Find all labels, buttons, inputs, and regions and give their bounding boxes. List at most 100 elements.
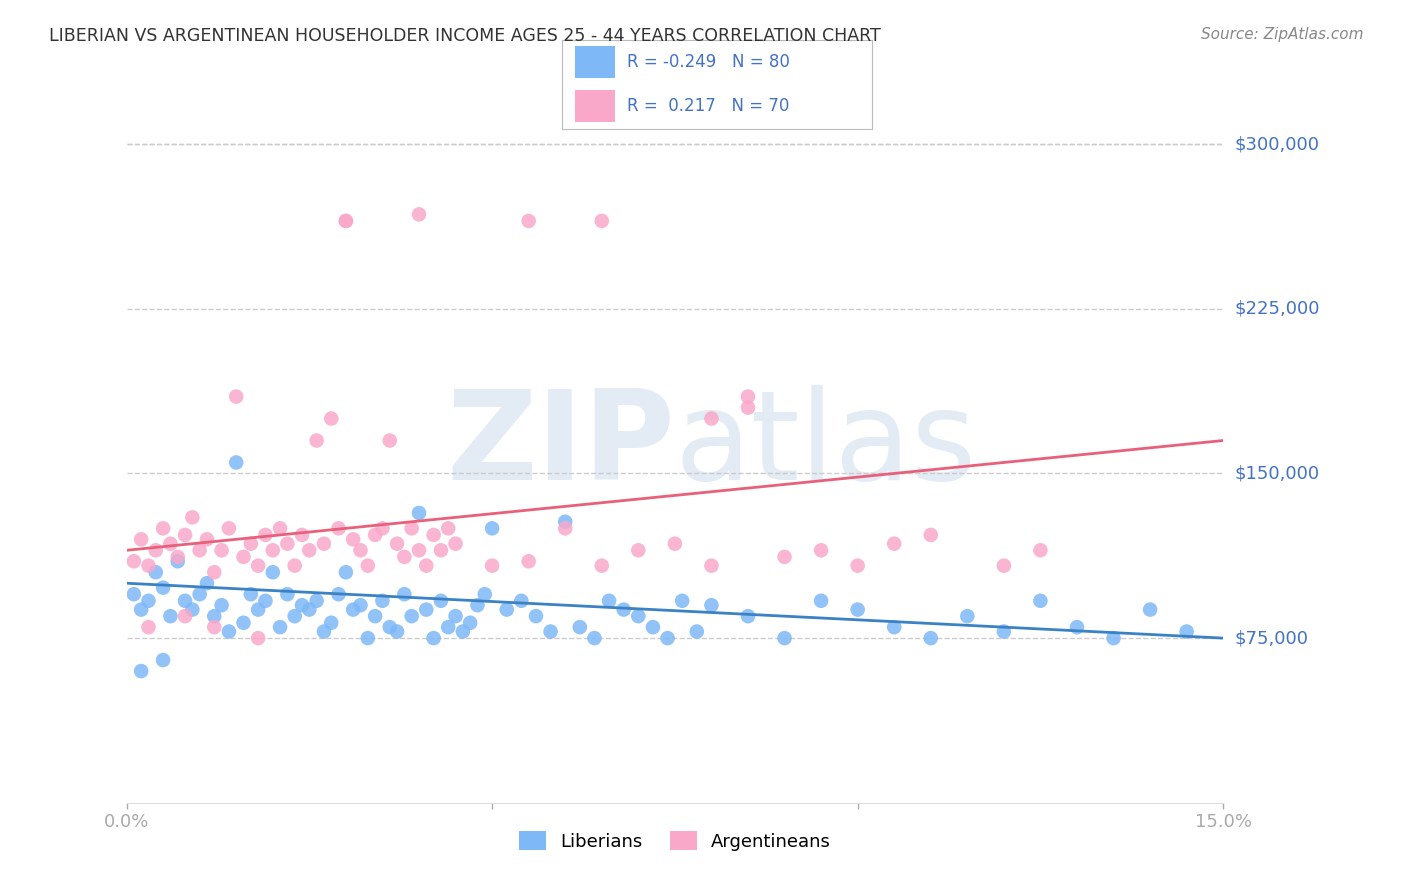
Point [188, 543, 211, 558]
Point [321, 615, 343, 630]
Point [122, 554, 145, 568]
Point [298, 543, 321, 558]
Point [422, 528, 444, 542]
Text: $75,000: $75,000 [1234, 629, 1309, 647]
Point [467, 598, 489, 612]
Point [152, 581, 174, 595]
Point [284, 609, 307, 624]
Point [1139, 602, 1161, 616]
Point [613, 602, 636, 616]
Point [335, 214, 357, 228]
Point [145, 543, 167, 558]
Point [291, 528, 314, 542]
Point [444, 537, 467, 551]
Point [700, 411, 723, 425]
Point [415, 558, 437, 573]
Point [188, 587, 211, 601]
Point [657, 631, 679, 645]
Text: Source: ZipAtlas.com: Source: ZipAtlas.com [1201, 27, 1364, 42]
Point [394, 549, 416, 564]
Point [371, 521, 394, 535]
Point [276, 587, 298, 601]
Point [1102, 631, 1125, 645]
Point [218, 521, 240, 535]
Point [737, 390, 759, 404]
Point [239, 537, 262, 551]
Point [321, 411, 343, 425]
Text: ZIP: ZIP [446, 385, 675, 507]
Point [883, 620, 905, 634]
Point [371, 594, 394, 608]
Point [385, 624, 408, 639]
Point [641, 620, 664, 634]
Point [437, 620, 460, 634]
Point [357, 631, 380, 645]
Point [401, 609, 423, 624]
Point [138, 558, 160, 573]
Point [1175, 624, 1198, 639]
Point [276, 537, 298, 551]
Point [517, 554, 540, 568]
Point [408, 207, 430, 221]
Point [437, 521, 460, 535]
Point [174, 609, 197, 624]
Point [291, 598, 314, 612]
Point [394, 587, 416, 601]
Point [152, 521, 174, 535]
Point [700, 558, 723, 573]
Point [458, 615, 481, 630]
Point [415, 602, 437, 616]
Point [591, 558, 613, 573]
Point [810, 594, 832, 608]
Point [181, 510, 204, 524]
Point [474, 587, 496, 601]
Point [385, 537, 408, 551]
Point [349, 543, 371, 558]
Point [202, 609, 225, 624]
Bar [575, 46, 614, 78]
Point [598, 594, 620, 608]
Point [159, 609, 181, 624]
Point [444, 609, 467, 624]
Point [524, 609, 547, 624]
Point [920, 528, 942, 542]
Point [773, 549, 796, 564]
Point [269, 620, 291, 634]
Point [152, 653, 174, 667]
Point [254, 594, 277, 608]
Point [232, 615, 254, 630]
Point [342, 602, 364, 616]
Point [627, 609, 650, 624]
Point [269, 521, 291, 535]
Point [568, 620, 591, 634]
Point [262, 566, 284, 580]
Point [846, 602, 869, 616]
Point [166, 554, 188, 568]
Point [202, 620, 225, 634]
Point [342, 533, 364, 547]
Point [700, 598, 723, 612]
Point [554, 521, 576, 535]
Point [1029, 543, 1052, 558]
Point [195, 533, 218, 547]
Point [627, 543, 650, 558]
Point [883, 537, 905, 551]
Point [451, 624, 474, 639]
Text: atlas: atlas [675, 385, 977, 507]
Point [174, 528, 197, 542]
Bar [575, 90, 614, 122]
Point [364, 528, 387, 542]
Point [495, 602, 517, 616]
Point [686, 624, 709, 639]
Point [159, 537, 181, 551]
Point [262, 543, 284, 558]
Point [181, 602, 204, 616]
Point [312, 624, 335, 639]
Point [129, 602, 152, 616]
Text: LIBERIAN VS ARGENTINEAN HOUSEHOLDER INCOME AGES 25 - 44 YEARS CORRELATION CHART: LIBERIAN VS ARGENTINEAN HOUSEHOLDER INCO… [49, 27, 882, 45]
Text: $225,000: $225,000 [1234, 300, 1320, 318]
Point [202, 566, 225, 580]
Point [773, 631, 796, 645]
Point [129, 533, 152, 547]
Point [481, 558, 503, 573]
